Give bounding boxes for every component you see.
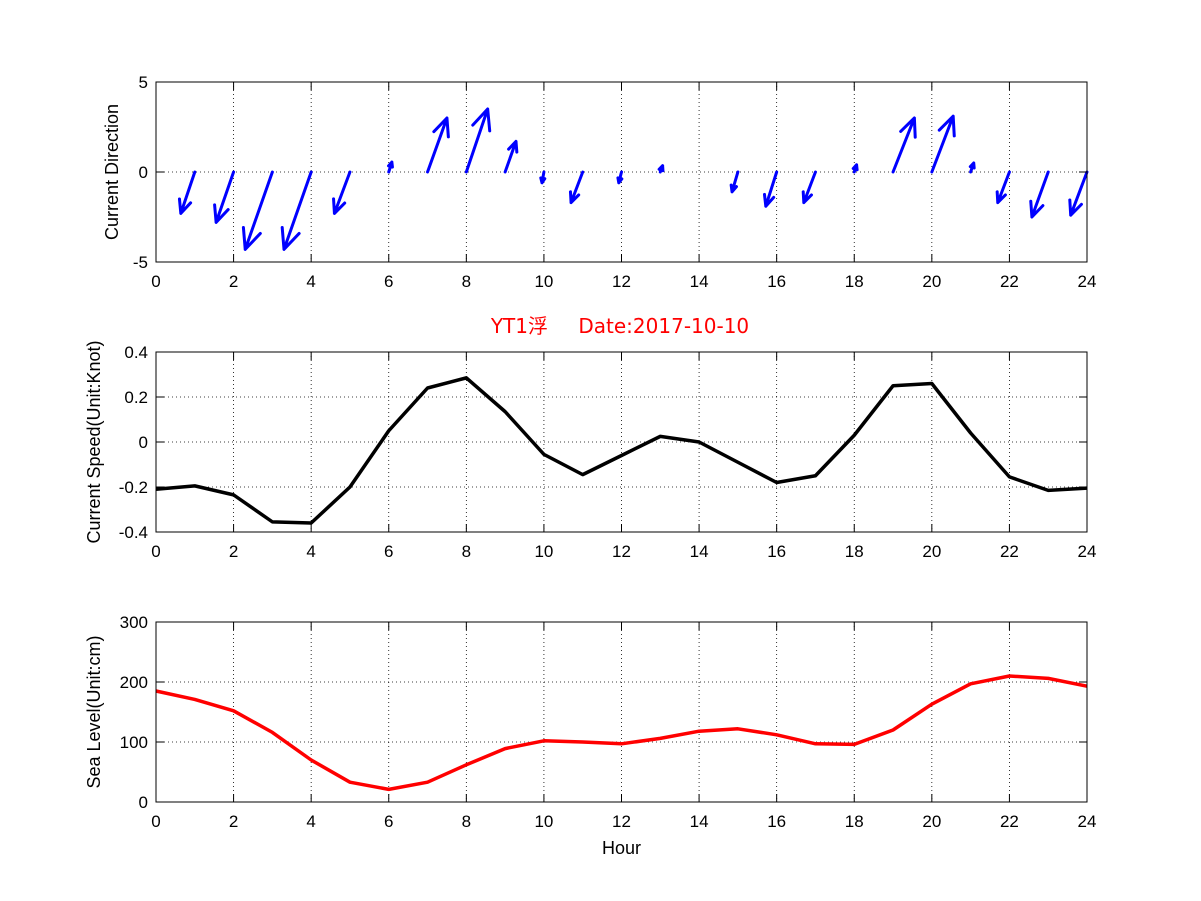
- title-station: YT1浮: [490, 314, 548, 338]
- speed-xtick-label: 8: [462, 542, 471, 561]
- sea-level-series: [155, 674, 1088, 792]
- speed-ticks: 0 2 4 6 8 10 12 14 16 18 20 22 24-0.4-0.200.20.4: [119, 343, 1097, 561]
- direction-arrow: [1029, 170, 1050, 219]
- direction-xtick-label: 20: [922, 272, 941, 291]
- direction-xtick-label: 10: [534, 272, 553, 291]
- direction-vectors: [177, 107, 1089, 251]
- speed-panel: 0 2 4 6 8 10 12 14 16 18 20 22 24-0.4-0.200.20.4 Cur…: [84, 340, 1096, 561]
- speed-xtick-label: 24: [1078, 542, 1097, 561]
- sea-level-ylabel: Sea Level(Unit:cm): [84, 635, 104, 788]
- sea-level-xtick-label: 22: [1000, 812, 1019, 831]
- direction-panel: 0 2 4 6 8 10 12 14 16 18 20 22 24-505 Current Direct…: [102, 73, 1096, 291]
- direction-arrow: [995, 170, 1011, 205]
- speed-ytick-label: 0.4: [124, 343, 148, 362]
- direction-arrow: [762, 170, 779, 208]
- direction-arrow: [241, 170, 274, 251]
- direction-xtick-label: 4: [306, 272, 315, 291]
- sea-level-xtick-label: 16: [767, 812, 786, 831]
- direction-arrow: [177, 170, 197, 215]
- direction-xtick-label: 18: [845, 272, 864, 291]
- sea-level-xtick-label: 0: [151, 812, 160, 831]
- sea-level-ytick-label: 100: [120, 733, 148, 752]
- direction-arrow: [657, 164, 665, 174]
- direction-arrow: [503, 139, 519, 174]
- direction-arrow: [1068, 170, 1089, 217]
- direction-xtick-label: 0: [151, 272, 160, 291]
- direction-arrow: [891, 116, 917, 174]
- direction-ytick-label: 0: [139, 163, 148, 182]
- direction-arrow: [213, 170, 236, 224]
- speed-xtick-label: 0: [151, 542, 160, 561]
- sea-level-line: [155, 674, 1088, 792]
- direction-xtick-label: 12: [612, 272, 631, 291]
- speed-grid: [156, 352, 1087, 532]
- speed-xtick-label: 18: [845, 542, 864, 561]
- direction-ylabel: Current Direction: [102, 104, 122, 240]
- sea-level-xtick-label: 6: [384, 812, 393, 831]
- direction-arrow: [426, 116, 450, 174]
- direction-xtick-label: 2: [229, 272, 238, 291]
- sea-level-ytick-label: 200: [120, 673, 148, 692]
- speed-line: [155, 376, 1088, 525]
- direction-ticks: 0 2 4 6 8 10 12 14 16 18 20 22 24-505: [133, 73, 1097, 291]
- speed-xtick-label: 6: [384, 542, 393, 561]
- sea-level-xtick-label: 20: [922, 812, 941, 831]
- sea-level-xtick-label: 8: [462, 812, 471, 831]
- sea-level-ytick-label: 0: [139, 793, 148, 812]
- speed-xtick-label: 16: [767, 542, 786, 561]
- speed-xtick-label: 14: [690, 542, 709, 561]
- direction-xtick-label: 6: [384, 272, 393, 291]
- direction-arrow: [332, 170, 352, 215]
- speed-ytick-label: -0.4: [119, 523, 148, 542]
- sea-level-xtick-label: 2: [229, 812, 238, 831]
- direction-arrow: [568, 170, 585, 205]
- speed-xtick-label: 10: [534, 542, 553, 561]
- speed-series: [155, 376, 1088, 525]
- speed-ylabel: Current Speed(Unit:Knot): [84, 340, 104, 543]
- direction-arrow: [464, 107, 492, 174]
- direction-arrow: [801, 170, 817, 205]
- sea-level-xtick-label: 18: [845, 812, 864, 831]
- sea-level-xtick-label: 4: [306, 812, 315, 831]
- speed-xtick-label: 12: [612, 542, 631, 561]
- speed-ytick-label: 0: [139, 433, 148, 452]
- direction-xtick-label: 16: [767, 272, 786, 291]
- sea-level-xlabel: Hour: [602, 838, 641, 858]
- sea-level-xtick-label: 14: [690, 812, 709, 831]
- direction-arrow: [539, 170, 547, 185]
- speed-xtick-label: 2: [229, 542, 238, 561]
- direction-arrow: [930, 114, 956, 174]
- direction-xtick-label: 24: [1078, 272, 1097, 291]
- title-date: Date:2017-10-10: [578, 314, 749, 338]
- speed-xtick-label: 4: [306, 542, 315, 561]
- direction-arrow: [280, 170, 313, 251]
- direction-xtick-label: 8: [462, 272, 471, 291]
- speed-xtick-label: 22: [1000, 542, 1019, 561]
- sea-level-grid: [156, 622, 1087, 802]
- figure-title: YT1浮 Date:2017-10-10: [490, 314, 749, 338]
- direction-ytick-label: -5: [133, 253, 148, 272]
- sea-level-ytick-label: 300: [120, 613, 148, 632]
- direction-arrow: [616, 170, 624, 185]
- direction-xtick-label: 14: [690, 272, 709, 291]
- sea-level-xtick-label: 10: [534, 812, 553, 831]
- speed-xtick-label: 20: [922, 542, 941, 561]
- speed-ytick-label: 0.2: [124, 388, 148, 407]
- direction-xtick-label: 22: [1000, 272, 1019, 291]
- direction-arrow: [729, 170, 740, 194]
- speed-ytick-label: -0.2: [119, 478, 148, 497]
- direction-ytick-label: 5: [139, 73, 148, 92]
- direction-arrow: [968, 161, 976, 174]
- direction-arrow: [387, 160, 394, 174]
- sea-level-xtick-label: 24: [1078, 812, 1097, 831]
- direction-arrow: [851, 163, 859, 174]
- sea-level-xtick-label: 12: [612, 812, 631, 831]
